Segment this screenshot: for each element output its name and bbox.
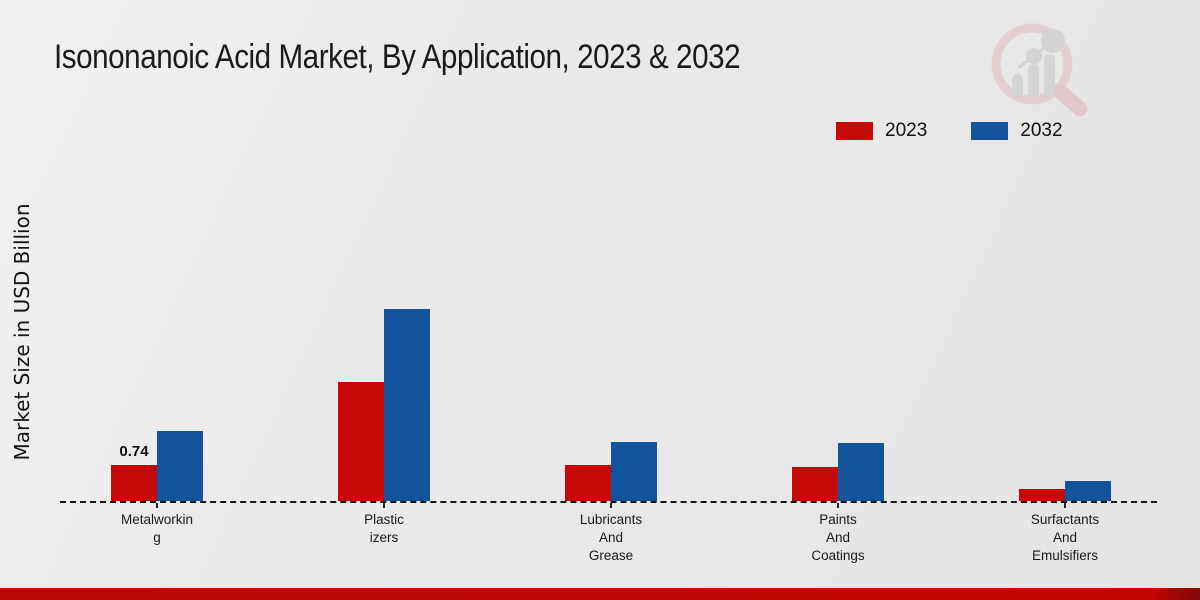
bar-2032-plasticizers	[384, 309, 430, 501]
bar-2032-metalworking	[157, 431, 203, 501]
legend-item-2023: 2023	[836, 120, 927, 142]
legend-item-2032: 2032	[971, 120, 1063, 142]
category-label-metalworking: Metalworkin g	[120, 512, 194, 545]
bar-2023-plasticizers	[338, 382, 384, 501]
legend-swatch-2032	[971, 122, 1009, 140]
bar-2032-paints-and-coatings	[838, 443, 884, 501]
category-label-surfactants-and-emulsifiers: Surfactants And Emulsifiers	[1030, 512, 1100, 563]
category-label-lubricants-and-grease: Lubricants And Grease	[579, 512, 643, 563]
bar-2023-metalworking	[111, 465, 157, 501]
legend-label-2023: 2023	[885, 120, 928, 141]
x-axis-baseline	[60, 501, 1157, 503]
axis-tick	[837, 503, 839, 508]
bottom-red-banner	[0, 588, 1200, 600]
category-label-plasticizers: Plastic izers	[364, 512, 404, 545]
legend-label-2032: 2032	[1020, 120, 1063, 141]
legend-swatch-2023	[836, 122, 873, 140]
category-label-paints-and-coatings: Paints And Coatings	[811, 512, 865, 563]
bar-2023-lubricants-and-grease	[565, 465, 611, 501]
bar-2032-surfactants-and-emulsifiers	[1065, 481, 1111, 501]
bar-2023-paints-and-coatings	[792, 467, 838, 501]
bar-value-label: 0.74	[119, 443, 149, 460]
chart-title: Isononanoic Acid Market, By Application,…	[54, 38, 741, 76]
axis-tick	[1064, 503, 1066, 508]
market-research-magnifier-logo	[991, 23, 1088, 117]
axis-tick	[610, 503, 612, 508]
bar-2032-lubricants-and-grease	[611, 442, 657, 501]
axis-tick	[156, 503, 158, 508]
bar-2023-surfactants-and-emulsifiers	[1019, 489, 1065, 501]
axis-tick	[383, 503, 385, 508]
legend: 2023 2032	[836, 120, 1063, 142]
